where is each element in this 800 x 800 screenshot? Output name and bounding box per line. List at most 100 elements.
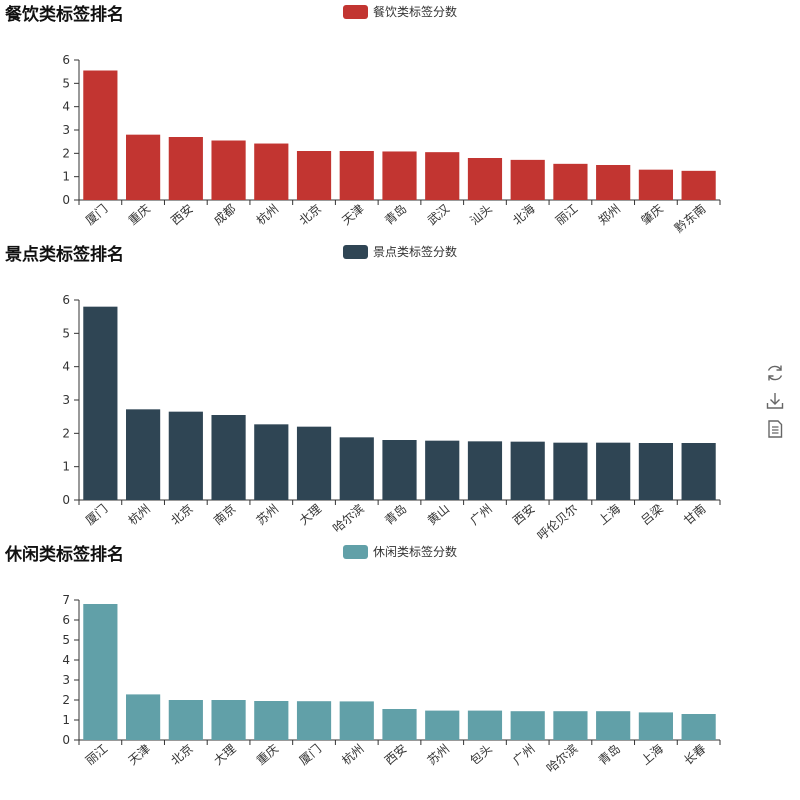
- bar[interactable]: [638, 169, 673, 200]
- x-tick-label: 肇庆: [638, 201, 666, 228]
- x-tick-label: 南京: [210, 501, 238, 528]
- x-tick-label: 北京: [168, 742, 195, 768]
- x-tick-label: 青岛: [381, 201, 409, 228]
- y-tick-label: 6: [62, 613, 70, 627]
- x-tick-label: 青岛: [595, 741, 623, 768]
- x-tick-label: 天津: [339, 202, 366, 228]
- bar[interactable]: [339, 701, 374, 740]
- bar[interactable]: [681, 714, 716, 740]
- bar[interactable]: [83, 604, 118, 740]
- x-tick-label: 广州: [467, 502, 494, 528]
- x-tick-label: 哈尔滨: [329, 501, 366, 536]
- bar[interactable]: [382, 151, 417, 200]
- y-tick-label: 6: [62, 293, 70, 307]
- bar[interactable]: [211, 415, 246, 500]
- bar[interactable]: [425, 152, 460, 200]
- x-tick-label: 丽江: [83, 742, 110, 768]
- x-tick-label: 北海: [510, 201, 538, 228]
- bar[interactable]: [126, 694, 161, 740]
- x-tick-label: 汕头: [467, 202, 494, 228]
- bar[interactable]: [211, 700, 246, 740]
- bar[interactable]: [553, 711, 588, 740]
- x-tick-label: 吕梁: [638, 501, 666, 528]
- bar[interactable]: [126, 409, 161, 500]
- y-tick-label: 2: [62, 146, 70, 160]
- x-tick-label: 哈尔滨: [543, 741, 580, 776]
- x-tick-label: 大理: [297, 502, 324, 528]
- x-tick-label: 上海: [638, 741, 666, 768]
- bar[interactable]: [168, 700, 203, 740]
- y-tick-label: 5: [62, 633, 70, 647]
- x-tick-label: 呼伦贝尔: [534, 501, 580, 543]
- y-tick-label: 3: [62, 393, 70, 407]
- x-tick-label: 甘南: [681, 501, 709, 528]
- x-tick-label: 西安: [381, 741, 409, 768]
- bar[interactable]: [681, 443, 716, 500]
- bar[interactable]: [467, 441, 503, 500]
- bar[interactable]: [382, 709, 417, 740]
- x-tick-label: 武汉: [425, 202, 452, 228]
- y-tick-label: 4: [62, 100, 70, 114]
- legend-swatch: [343, 5, 368, 19]
- bar[interactable]: [83, 306, 118, 500]
- chart-title: 餐饮类标签排名: [5, 4, 124, 25]
- bar[interactable]: [681, 170, 716, 200]
- x-tick-label: 西安: [168, 201, 196, 228]
- bar[interactable]: [553, 163, 588, 200]
- bar[interactable]: [425, 440, 460, 500]
- bar[interactable]: [467, 158, 503, 200]
- y-tick-label: 1: [62, 713, 70, 727]
- legend-swatch: [343, 245, 368, 259]
- bar[interactable]: [168, 411, 203, 500]
- y-tick-label: 5: [62, 326, 70, 340]
- bar[interactable]: [553, 442, 588, 500]
- y-tick-label: 1: [62, 170, 70, 184]
- document-icon[interactable]: [764, 418, 786, 440]
- x-tick-label: 杭州: [253, 201, 281, 228]
- y-tick-label: 3: [62, 123, 70, 137]
- y-tick-label: 6: [62, 53, 70, 67]
- bar[interactable]: [596, 711, 631, 740]
- legend[interactable]: 休闲类标签分数: [343, 544, 457, 559]
- bar[interactable]: [296, 151, 332, 200]
- bar[interactable]: [425, 710, 460, 740]
- bar[interactable]: [83, 70, 118, 201]
- legend[interactable]: 餐饮类标签分数: [343, 4, 457, 19]
- x-tick-label: 杭州: [339, 741, 367, 768]
- bar[interactable]: [254, 143, 289, 200]
- bar[interactable]: [638, 712, 673, 740]
- y-tick-label: 5: [62, 76, 70, 90]
- bar[interactable]: [254, 424, 289, 500]
- y-tick-label: 3: [62, 673, 70, 687]
- bar[interactable]: [296, 426, 332, 500]
- bar[interactable]: [596, 165, 631, 200]
- x-tick-label: 北京: [168, 502, 195, 528]
- y-tick-label: 7: [62, 593, 70, 607]
- bar[interactable]: [296, 701, 332, 740]
- x-tick-label: 北京: [297, 202, 324, 228]
- bar[interactable]: [382, 440, 417, 500]
- x-tick-label: 青岛: [381, 501, 409, 528]
- y-tick-label: 0: [62, 733, 70, 747]
- bar[interactable]: [596, 442, 631, 500]
- x-tick-label: 郑州: [595, 201, 623, 228]
- x-tick-label: 成都: [211, 202, 238, 228]
- bar[interactable]: [211, 140, 246, 201]
- download-icon[interactable]: [764, 390, 786, 412]
- x-tick-label: 苏州: [254, 502, 281, 528]
- bar[interactable]: [510, 159, 545, 200]
- bar[interactable]: [254, 701, 289, 740]
- bar[interactable]: [339, 437, 374, 500]
- toolbox: [764, 362, 786, 446]
- legend[interactable]: 景点类标签分数: [343, 244, 457, 259]
- bar[interactable]: [510, 441, 545, 500]
- restore-icon[interactable]: [764, 362, 786, 384]
- bar[interactable]: [638, 443, 673, 500]
- bar[interactable]: [126, 134, 161, 200]
- bar[interactable]: [168, 137, 203, 200]
- x-tick-label: 上海: [595, 501, 623, 528]
- bar[interactable]: [339, 151, 374, 200]
- x-tick-label: 长春: [681, 742, 708, 768]
- bar[interactable]: [510, 711, 545, 740]
- bar[interactable]: [467, 710, 503, 740]
